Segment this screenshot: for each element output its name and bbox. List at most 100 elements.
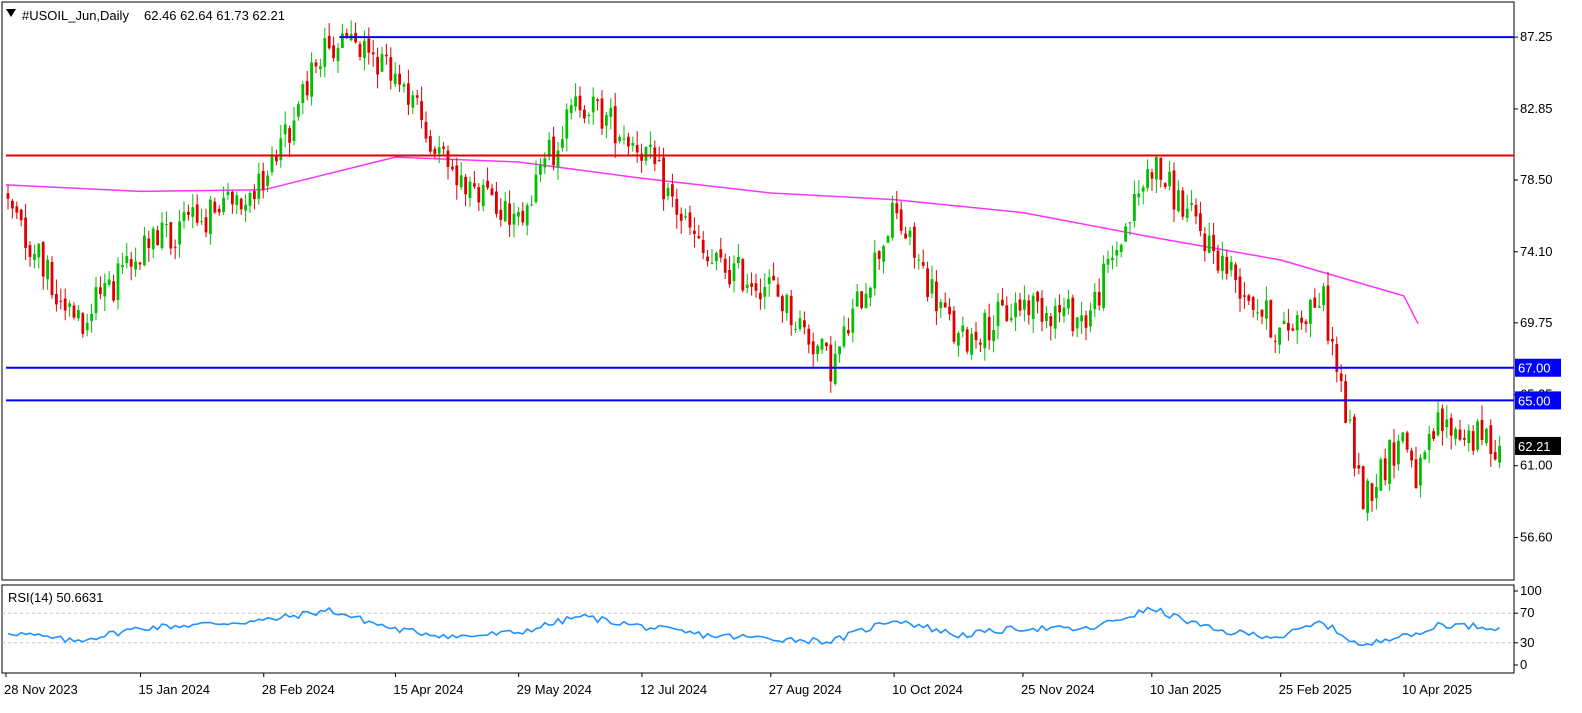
candle bbox=[1326, 272, 1330, 345]
candle bbox=[952, 306, 956, 345]
candle bbox=[921, 249, 925, 269]
candle bbox=[715, 251, 718, 271]
candle bbox=[1040, 290, 1044, 332]
svg-text:65.00: 65.00 bbox=[1518, 393, 1551, 408]
candle bbox=[811, 332, 815, 368]
time-tick-label: 10 Jan 2025 bbox=[1150, 682, 1222, 697]
candle bbox=[1150, 168, 1154, 191]
candle bbox=[842, 315, 846, 349]
candle bbox=[508, 190, 511, 237]
candle bbox=[261, 162, 265, 199]
level-tag-3: 65.00 bbox=[1515, 391, 1561, 410]
candle bbox=[1203, 227, 1207, 262]
candle bbox=[332, 36, 335, 62]
candle bbox=[24, 203, 27, 260]
candle bbox=[1309, 298, 1312, 338]
candle bbox=[1300, 310, 1303, 330]
candle bbox=[785, 293, 789, 321]
candle bbox=[798, 310, 802, 332]
candle bbox=[1370, 482, 1374, 512]
candle bbox=[1163, 182, 1167, 189]
candle bbox=[283, 111, 287, 148]
candle bbox=[226, 182, 230, 200]
rsi-line-layer bbox=[7, 606, 1501, 647]
candle bbox=[248, 191, 252, 213]
candle bbox=[270, 146, 274, 176]
candle bbox=[1093, 283, 1097, 318]
candle bbox=[1471, 425, 1475, 455]
candlesticks bbox=[6, 20, 1501, 521]
candle bbox=[244, 194, 247, 222]
price-tick-label: 82.85 bbox=[1520, 101, 1553, 116]
candle bbox=[1410, 447, 1413, 468]
candle bbox=[1436, 401, 1440, 437]
candle bbox=[1027, 294, 1031, 325]
candle bbox=[693, 217, 696, 248]
candle bbox=[525, 203, 529, 236]
candle bbox=[869, 286, 872, 307]
candle bbox=[1273, 334, 1277, 353]
candle bbox=[605, 111, 608, 139]
price-panel[interactable]: 87.2582.8578.5074.1069.7565.3561.0056.60… bbox=[1, 1, 1561, 581]
candle bbox=[539, 158, 542, 183]
candle bbox=[1317, 293, 1321, 308]
candle bbox=[341, 23, 344, 49]
candle bbox=[33, 244, 36, 269]
candle bbox=[1071, 294, 1075, 337]
candle bbox=[358, 41, 362, 61]
candle bbox=[820, 337, 824, 354]
rsi-panel[interactable]: 100 70 30 0 RSI(14) 50.6631 bbox=[1, 583, 1542, 674]
candle bbox=[319, 58, 322, 78]
svg-text:62.21: 62.21 bbox=[1518, 439, 1551, 454]
candle bbox=[1265, 286, 1268, 330]
candle bbox=[121, 252, 124, 274]
svg-text:67.00: 67.00 bbox=[1518, 361, 1551, 376]
candle bbox=[239, 197, 243, 215]
candle bbox=[429, 130, 432, 154]
candle bbox=[899, 201, 903, 235]
candle bbox=[231, 191, 234, 214]
candle bbox=[873, 240, 877, 296]
candle bbox=[1353, 413, 1356, 477]
candle bbox=[503, 191, 507, 222]
candle bbox=[860, 291, 863, 310]
candle bbox=[1493, 439, 1497, 461]
candle bbox=[446, 145, 450, 180]
triangle-down-icon[interactable] bbox=[6, 9, 16, 17]
candle bbox=[50, 256, 54, 299]
candle bbox=[468, 176, 472, 207]
candle bbox=[974, 322, 978, 349]
candle bbox=[939, 298, 943, 318]
candle bbox=[701, 231, 705, 260]
rsi-tick-label: 100 bbox=[1520, 583, 1542, 598]
candle bbox=[886, 235, 890, 244]
candle bbox=[213, 197, 217, 214]
candle bbox=[112, 274, 115, 303]
candle bbox=[759, 278, 762, 310]
candle bbox=[741, 258, 745, 293]
candle bbox=[833, 340, 837, 386]
candle bbox=[917, 254, 921, 270]
candle bbox=[253, 184, 256, 210]
candle bbox=[1405, 430, 1409, 453]
candle bbox=[1089, 302, 1092, 333]
candle bbox=[561, 125, 564, 152]
candle bbox=[437, 135, 441, 164]
candle bbox=[530, 195, 533, 207]
candle bbox=[763, 273, 767, 310]
candle bbox=[1313, 288, 1317, 308]
candle bbox=[1348, 409, 1352, 424]
candle bbox=[992, 315, 995, 353]
time-axis: 28 Nov 2023 15 Jan 2024 28 Feb 2024 15 Apr … bbox=[4, 673, 1472, 697]
candle bbox=[1392, 428, 1396, 479]
candle bbox=[407, 69, 410, 115]
candle bbox=[745, 273, 749, 294]
candle bbox=[1489, 419, 1493, 467]
candle bbox=[1269, 299, 1273, 339]
candle bbox=[1036, 290, 1039, 314]
candle bbox=[187, 204, 190, 221]
candle bbox=[1445, 405, 1449, 439]
candle bbox=[459, 162, 463, 191]
